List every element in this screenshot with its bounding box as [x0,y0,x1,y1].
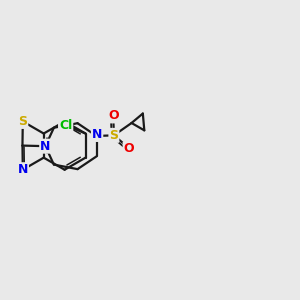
Text: N: N [40,140,51,153]
Text: O: O [124,142,134,155]
Text: N: N [92,128,102,141]
Text: N: N [18,163,28,176]
Text: Cl: Cl [59,118,72,132]
Text: S: S [18,115,27,128]
Text: S: S [110,129,118,142]
Text: O: O [108,110,119,122]
